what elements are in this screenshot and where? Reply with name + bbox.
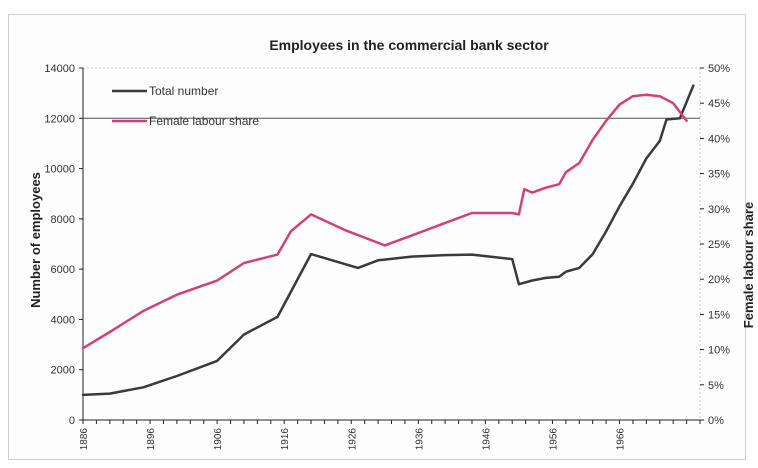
y2-tick-label: 30% <box>708 204 730 216</box>
series-line-0 <box>81 84 695 397</box>
y-axis-label: Number of employees <box>28 172 43 308</box>
series-layer <box>81 84 695 397</box>
x-tick-label: 1906 <box>213 428 224 451</box>
y-tick-label: 2000 <box>51 365 75 377</box>
y2-tick-label: 40% <box>708 133 730 145</box>
y-tick-label: 12000 <box>44 113 75 125</box>
x-tick-label: 1896 <box>146 428 157 451</box>
y2-tick-label: 50% <box>708 63 730 75</box>
chart-frame <box>8 14 746 460</box>
x-tick-label: 1966 <box>616 428 627 451</box>
y2-tick-label: 5% <box>708 380 724 392</box>
y2-tick-label: 20% <box>708 274 730 286</box>
y2-axis-label: Female labour share <box>741 202 756 328</box>
y-tick-label: 6000 <box>51 264 75 276</box>
y2-tick-label: 15% <box>708 309 730 321</box>
y2-tick-label: 25% <box>708 239 730 251</box>
y2-tick-label: 10% <box>708 345 730 357</box>
chart-title: Employees in the commercial bank sector <box>269 37 549 53</box>
y-tick-label: 14000 <box>44 63 75 75</box>
x-tick-label: 1956 <box>548 428 559 451</box>
y2-tick-label: 0% <box>708 415 724 427</box>
y2-tick-label: 45% <box>708 98 730 110</box>
x-tick-label: 1926 <box>347 428 358 451</box>
legend-label-1: Female labour share <box>149 114 259 128</box>
legend-label-0: Total number <box>149 84 218 98</box>
axes: 0 2000 4000 6000 8000 10000 12000 14000 0% 5% 10% 1… <box>44 63 730 450</box>
x-tick-label: 1916 <box>280 428 291 451</box>
x-tick-label: 1936 <box>414 428 425 451</box>
y-tick-label: 4000 <box>51 314 75 326</box>
series-line-1 <box>81 93 688 350</box>
legend: Total number Female labour share <box>112 84 259 128</box>
y2-tick-label: 35% <box>708 169 730 181</box>
y-tick-label: 8000 <box>51 214 75 226</box>
y-tick-label: 10000 <box>44 164 75 176</box>
y-tick-label: 0 <box>69 415 75 427</box>
x-tick-label: 1946 <box>481 428 492 451</box>
x-tick-label: 1886 <box>79 428 90 451</box>
